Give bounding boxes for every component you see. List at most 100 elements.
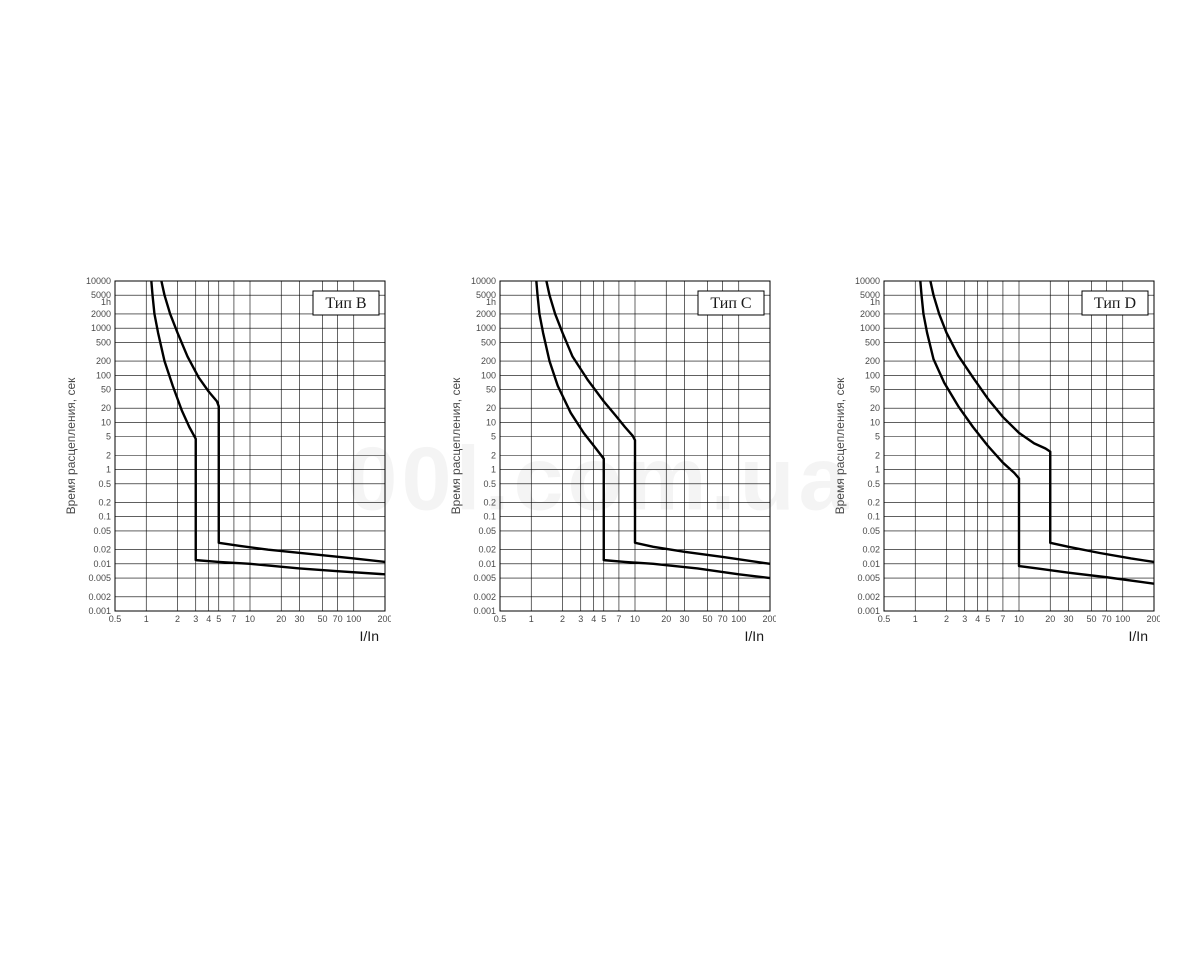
x-tick-label: 5 bbox=[601, 614, 606, 624]
y-tick-label: 0.02 bbox=[93, 545, 111, 555]
x-tick-label: 7 bbox=[1000, 614, 1005, 624]
y-tick-label: 50 bbox=[485, 384, 495, 394]
y-axis-label: Время расцепления, сек bbox=[449, 377, 463, 515]
y-tick-label: 5 bbox=[106, 432, 111, 442]
y-tick-label: 1000 bbox=[475, 323, 495, 333]
x-tick-label: 100 bbox=[1115, 614, 1130, 624]
y-tick-label: 0.1 bbox=[98, 512, 111, 522]
x-tick-label: 4 bbox=[206, 614, 211, 624]
y-tick-label: 0.05 bbox=[862, 526, 880, 536]
x-tick-label: 5 bbox=[216, 614, 221, 624]
y-tick-label: 0.01 bbox=[478, 559, 496, 569]
y-tick-label: 0.005 bbox=[857, 573, 880, 583]
y-tick-label: 0.005 bbox=[473, 573, 496, 583]
y-tick-label: 50 bbox=[101, 384, 111, 394]
x-tick-label: 200 bbox=[1146, 614, 1160, 624]
x-tick-label: 1 bbox=[913, 614, 918, 624]
y-tick-label: 200 bbox=[480, 356, 495, 366]
x-tick-label: 2 bbox=[175, 614, 180, 624]
upper-trip-curve bbox=[930, 281, 1154, 562]
chart-panel-type-c: 0.512345710203050701002000.0010.0020.005… bbox=[445, 275, 776, 705]
y-tick-label: 0.002 bbox=[857, 592, 880, 602]
trip-curve-chart: 0.512345710203050701002000.0010.0020.005… bbox=[60, 275, 391, 653]
trip-curve-chart: 0.512345710203050701002000.0010.0020.005… bbox=[445, 275, 776, 653]
y-tick-label: 0.001 bbox=[473, 606, 496, 616]
y-tick-label: 20 bbox=[101, 403, 111, 413]
y-tick-label: 0.005 bbox=[88, 573, 111, 583]
y-tick-label: 10 bbox=[485, 417, 495, 427]
y-tick-label: 1 bbox=[490, 465, 495, 475]
chart-panel-type-b: 0.512345710203050701002000.0010.0020.005… bbox=[60, 275, 391, 705]
y-tick-label: 200 bbox=[96, 356, 111, 366]
x-tick-label: 200 bbox=[377, 614, 391, 624]
x-tick-label: 30 bbox=[1064, 614, 1074, 624]
x-tick-label: 3 bbox=[962, 614, 967, 624]
x-tick-label: 70 bbox=[333, 614, 343, 624]
y-tick-label: 500 bbox=[865, 337, 880, 347]
chart-title: Тип C bbox=[710, 295, 751, 312]
x-tick-label: 50 bbox=[318, 614, 328, 624]
x-tick-label: 30 bbox=[679, 614, 689, 624]
x-tick-label: 5 bbox=[985, 614, 990, 624]
y-axis-label: Время расцепления, сек bbox=[64, 377, 78, 515]
chart-title: Тип D bbox=[1094, 295, 1136, 312]
x-tick-label: 4 bbox=[591, 614, 596, 624]
y-tick-label: 500 bbox=[480, 337, 495, 347]
y-tick-label: 0.2 bbox=[483, 498, 496, 508]
y-tick-label: 5 bbox=[490, 432, 495, 442]
y-tick-label: 0.01 bbox=[93, 559, 111, 569]
trip-curve-chart: 0.512345710203050701002000.0010.0020.005… bbox=[829, 275, 1160, 653]
lower-trip-curve bbox=[920, 281, 1154, 584]
chart-row: 0.512345710203050701002000.0010.0020.005… bbox=[60, 275, 1160, 705]
y-tick-label: 1 bbox=[106, 465, 111, 475]
y-tick-label: 100 bbox=[96, 370, 111, 380]
y-tick-label: 5 bbox=[875, 432, 880, 442]
y-tick-label: 0.001 bbox=[88, 606, 111, 616]
y-tick-label: 50 bbox=[870, 384, 880, 394]
y-tick-label-1h: 1h bbox=[870, 297, 880, 307]
y-tick-label: 0.5 bbox=[98, 479, 111, 489]
x-tick-label: 1 bbox=[144, 614, 149, 624]
y-tick-label: 0.002 bbox=[88, 592, 111, 602]
lower-trip-curve bbox=[151, 281, 385, 574]
x-tick-label: 30 bbox=[295, 614, 305, 624]
y-tick-label: 0.02 bbox=[478, 545, 496, 555]
y-tick-label: 100 bbox=[480, 370, 495, 380]
x-tick-label: 7 bbox=[616, 614, 621, 624]
x-tick-label: 10 bbox=[245, 614, 255, 624]
y-tick-label: 2000 bbox=[91, 309, 111, 319]
y-tick-label: 10 bbox=[101, 417, 111, 427]
x-tick-label: 10 bbox=[629, 614, 639, 624]
x-tick-label: 3 bbox=[193, 614, 198, 624]
y-tick-label: 10 bbox=[870, 417, 880, 427]
chart-panel-type-d: 0.512345710203050701002000.0010.0020.005… bbox=[829, 275, 1160, 705]
x-tick-label: 4 bbox=[975, 614, 980, 624]
chart-title: Тип B bbox=[325, 295, 366, 312]
x-tick-label: 3 bbox=[578, 614, 583, 624]
x-tick-label: 20 bbox=[661, 614, 671, 624]
x-tick-label: 50 bbox=[1087, 614, 1097, 624]
x-tick-label: 20 bbox=[1045, 614, 1055, 624]
y-tick-label: 2 bbox=[106, 450, 111, 460]
y-tick-label: 0.5 bbox=[483, 479, 496, 489]
x-tick-label: 70 bbox=[1102, 614, 1112, 624]
grid bbox=[115, 281, 385, 611]
y-tick-label: 0.01 bbox=[862, 559, 880, 569]
y-tick-label: 10000 bbox=[470, 276, 495, 286]
x-tick-label: 50 bbox=[702, 614, 712, 624]
x-tick-label: 10 bbox=[1014, 614, 1024, 624]
page: 00l.com.ua 0.512345710203050701002000.00… bbox=[0, 0, 1200, 960]
y-tick-label: 0.5 bbox=[867, 479, 880, 489]
y-tick-label: 2 bbox=[490, 450, 495, 460]
x-axis-label: I/In bbox=[744, 628, 763, 644]
y-tick-label-1h: 1h bbox=[485, 297, 495, 307]
y-tick-label: 0.1 bbox=[483, 512, 496, 522]
y-tick-label: 1000 bbox=[91, 323, 111, 333]
y-axis-label: Время расцепления, сек bbox=[833, 377, 847, 515]
x-tick-label: 100 bbox=[346, 614, 361, 624]
x-axis-label: I/In bbox=[1129, 628, 1148, 644]
x-tick-label: 100 bbox=[731, 614, 746, 624]
y-tick-label: 200 bbox=[865, 356, 880, 366]
y-tick-label: 20 bbox=[870, 403, 880, 413]
x-tick-label: 70 bbox=[717, 614, 727, 624]
